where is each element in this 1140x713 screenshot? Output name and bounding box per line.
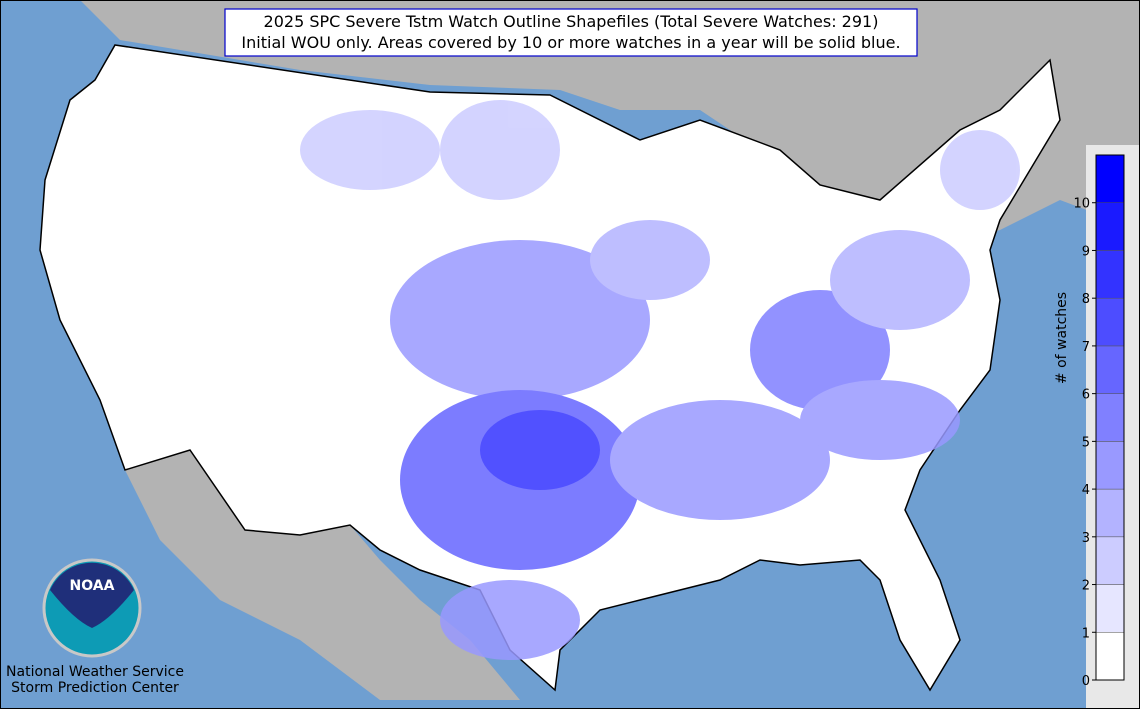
credit: Storm Prediction Center	[11, 680, 179, 696]
colorbar-tick-label: 7	[1082, 340, 1090, 355]
watch-density	[300, 100, 1020, 660]
colorbar-tick-label: 1	[1082, 626, 1090, 641]
colorbar-tick-label: 10	[1073, 197, 1090, 212]
colorbar-tick-label: 2	[1082, 579, 1090, 594]
colorbar-band	[1095, 250, 1125, 299]
colorbar-tick-label: 3	[1082, 531, 1090, 546]
colorbar-band	[1095, 154, 1125, 203]
colorbar-tick-label: 8	[1082, 292, 1090, 307]
colorbar-tick-label: 4	[1082, 483, 1090, 498]
title-line: 2025 SPC Severe Tstm Watch Outline Shape…	[264, 12, 879, 31]
colorbar-tick-label: 5	[1082, 435, 1090, 450]
colorbar-tick-label: 0	[1082, 674, 1090, 689]
colorbar-band	[1095, 202, 1125, 251]
colorbar-band	[1095, 393, 1125, 442]
colorbar-tick-label: 6	[1082, 388, 1090, 403]
noaa-logo: NOAA	[42, 558, 142, 658]
canada	[0, 0, 1140, 250]
colorbar-band	[1095, 536, 1125, 585]
colorbar-band	[1095, 441, 1125, 490]
colorbar-outline	[1095, 154, 1125, 681]
colorbar: 0 1 2 3 4 5 6 7 8 9 10	[1073, 154, 1125, 689]
title-line: Initial WOU only. Areas covered by 10 or…	[241, 33, 900, 52]
colorbar-tick-label: 9	[1082, 244, 1090, 259]
mexico	[125, 450, 520, 700]
title-box	[224, 8, 918, 57]
colorbar-band	[1095, 488, 1125, 538]
colorbar-label: # of watches	[1054, 292, 1070, 384]
logo-text: NOAA	[70, 578, 115, 594]
colorbar-band	[1095, 297, 1125, 347]
colorbar-band	[1095, 345, 1125, 394]
colorbar-band	[1095, 584, 1125, 633]
credit: National Weather Service	[6, 664, 184, 680]
colorbar-band	[1095, 632, 1125, 681]
